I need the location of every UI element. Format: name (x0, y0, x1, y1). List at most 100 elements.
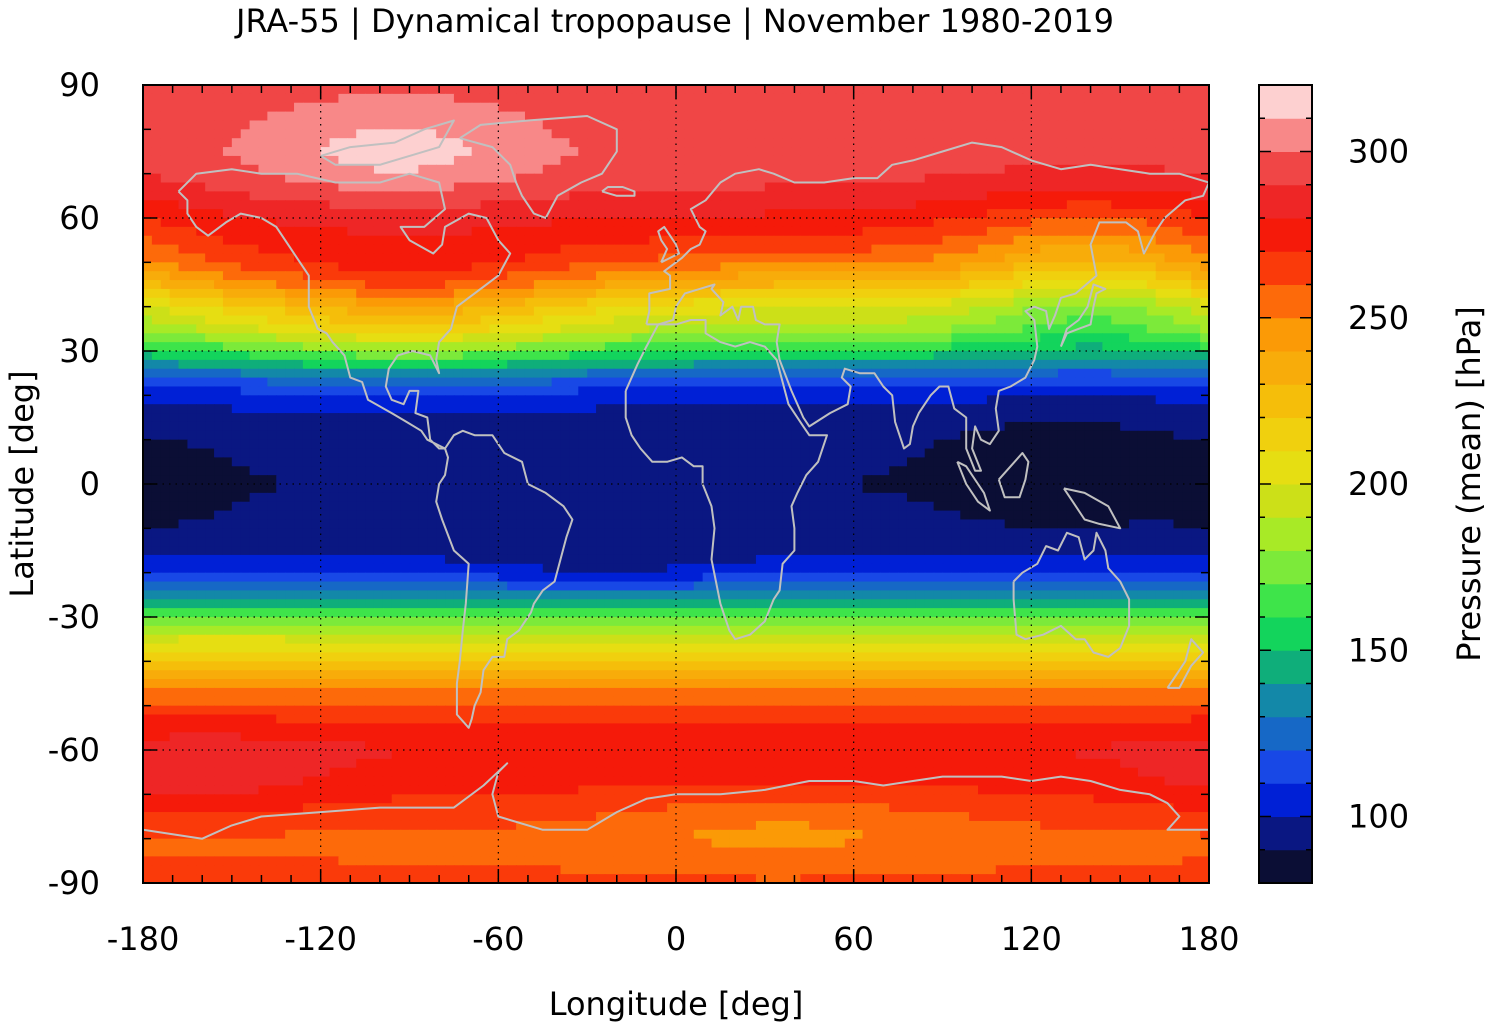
field-cell (880, 155, 890, 166)
field-cell (1031, 271, 1041, 281)
field-cell (1200, 102, 1209, 113)
field-cell (187, 164, 197, 175)
field-cell (1137, 129, 1148, 139)
field-cell (445, 226, 455, 237)
field-cell (1173, 120, 1183, 130)
field-cell (596, 271, 606, 281)
field-cell (1057, 359, 1068, 370)
field-cell (427, 111, 437, 122)
field-cell (1129, 439, 1139, 450)
field-cell (915, 421, 926, 432)
field-cell (684, 430, 695, 441)
field-cell (551, 377, 562, 388)
field-cell (356, 333, 366, 343)
field-cell (667, 218, 677, 228)
field-cell (498, 244, 508, 255)
field-cell (613, 439, 624, 450)
field-cell (187, 368, 197, 379)
field-cell (151, 253, 162, 263)
field-cell (649, 342, 659, 352)
field-cell (169, 155, 180, 166)
field-cell (1102, 182, 1112, 192)
field-cell (1191, 342, 1201, 352)
field-cell (1146, 226, 1157, 237)
field-cell (258, 288, 268, 299)
field-cell (960, 368, 970, 379)
field-cell (1049, 280, 1059, 290)
field-cell (711, 306, 722, 317)
field-cell (178, 147, 189, 157)
field-cell (187, 191, 197, 201)
field-cell (942, 342, 952, 352)
field-cell (1093, 209, 1103, 219)
field-cell (844, 147, 855, 157)
field-cell (294, 351, 304, 361)
field-cell (1004, 200, 1015, 210)
field-cell (844, 404, 855, 414)
field-cell (835, 430, 846, 441)
field-cell (196, 182, 206, 192)
field-cell (436, 448, 446, 458)
field-cell (276, 253, 286, 263)
field-cell (1182, 138, 1192, 148)
field-cell (631, 430, 642, 441)
field-cell (1040, 235, 1050, 246)
field-cell (160, 333, 171, 343)
field-cell (862, 271, 873, 281)
field-cell (302, 430, 313, 441)
field-cell (214, 386, 224, 396)
field-cell (702, 297, 713, 308)
field-cell (924, 288, 935, 299)
field-cell (285, 306, 295, 317)
field-cell (844, 262, 855, 272)
field-cell (649, 182, 659, 192)
field-cell (1022, 395, 1032, 405)
field-cell (684, 182, 695, 192)
field-cell (285, 297, 295, 308)
field-cell (285, 271, 295, 281)
field-cell (1120, 226, 1130, 237)
field-cell (782, 288, 793, 299)
field-cell (684, 439, 695, 450)
field-cell (702, 342, 713, 352)
field-cell (276, 404, 286, 414)
field-cell (578, 218, 588, 228)
field-cell (995, 164, 1006, 175)
field-cell (853, 386, 864, 396)
field-cell (1031, 102, 1041, 113)
field-cell (258, 342, 268, 352)
field-cell (1066, 164, 1077, 175)
field-cell (853, 395, 864, 405)
field-cell (249, 324, 260, 334)
field-cell (676, 351, 686, 361)
field-cell (356, 120, 366, 130)
field-cell (853, 271, 864, 281)
field-cell (782, 342, 793, 352)
field-cell (249, 306, 260, 317)
field-cell (951, 288, 961, 299)
field-cell (978, 324, 988, 334)
field-cell (898, 218, 908, 228)
field-cell (1013, 200, 1024, 210)
field-cell (498, 85, 508, 95)
field-cell (809, 200, 819, 210)
field-cell (320, 253, 331, 263)
field-cell (258, 306, 268, 317)
field-cell (1031, 200, 1041, 210)
field-cell (684, 93, 695, 104)
field-cell (400, 120, 411, 130)
field-cell (169, 182, 180, 192)
field-cell (1057, 138, 1068, 148)
field-cell (294, 200, 304, 210)
field-cell (1111, 421, 1121, 432)
field-cell (915, 324, 926, 334)
field-cell (791, 413, 801, 423)
field-cell (693, 324, 704, 334)
field-cell (169, 404, 180, 414)
field-cell (702, 120, 713, 130)
field-cell (791, 218, 801, 228)
field-cell (542, 413, 553, 423)
field-cell (489, 324, 499, 334)
field-cell (1049, 262, 1059, 272)
field-cell (1040, 315, 1050, 325)
